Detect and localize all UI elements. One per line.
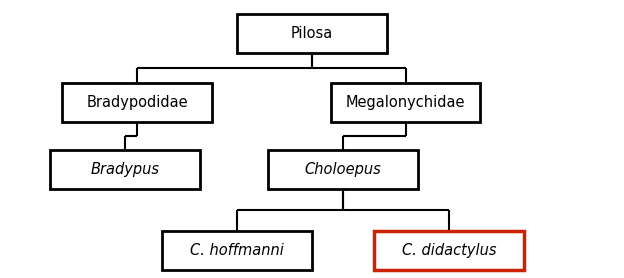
FancyBboxPatch shape (62, 83, 212, 122)
Text: Pilosa: Pilosa (291, 26, 333, 41)
FancyBboxPatch shape (268, 150, 418, 189)
Text: Bradypus: Bradypus (90, 162, 159, 177)
Text: Choloepus: Choloepus (305, 162, 381, 177)
Text: C. hoffmanni: C. hoffmanni (190, 243, 284, 258)
Text: C. didactylus: C. didactylus (402, 243, 497, 258)
Text: Bradypodidae: Bradypodidae (87, 95, 188, 110)
FancyBboxPatch shape (50, 150, 200, 189)
FancyBboxPatch shape (237, 14, 387, 53)
FancyBboxPatch shape (374, 231, 524, 270)
FancyBboxPatch shape (162, 231, 312, 270)
FancyBboxPatch shape (331, 83, 480, 122)
Text: Megalonychidae: Megalonychidae (346, 95, 466, 110)
